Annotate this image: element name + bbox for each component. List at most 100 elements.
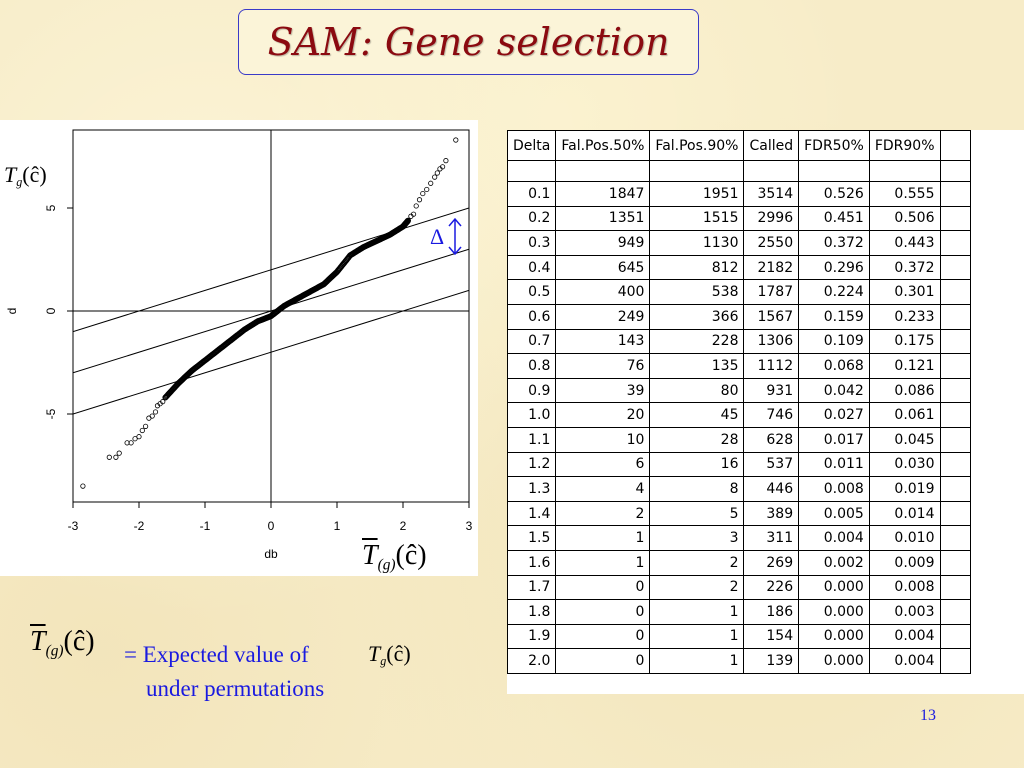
table-cell: 10 <box>555 426 651 453</box>
table-cell: 0.004 <box>868 623 941 650</box>
formula-tg-label: Tg(ĉ) <box>4 162 47 189</box>
table-row: 0.4 645 812 2182 0.296 0.372 <box>507 254 971 281</box>
table-cell: 154 <box>743 623 800 650</box>
table-cell-overflow <box>939 623 971 650</box>
threshold-line-lower <box>73 289 469 415</box>
table-cell: 228 <box>649 328 745 355</box>
x-tick-label: -2 <box>134 519 145 533</box>
table-header-3: Called <box>743 130 800 161</box>
table-cell: 1 <box>649 648 745 674</box>
table-header-2: Fal.Pos.90% <box>649 130 745 161</box>
table-cell: 645 <box>555 254 651 281</box>
table-cell: 0.301 <box>868 279 941 305</box>
table-cell-overflow <box>939 648 971 674</box>
table-cell: 5 <box>649 500 745 527</box>
table-cell: 537 <box>743 451 800 478</box>
table-cell: 139 <box>743 648 800 674</box>
formula-tbar: T <box>362 540 378 571</box>
table-spacer-cell <box>743 160 800 182</box>
table-cell: 1.6 <box>507 549 557 576</box>
table-cell: 0 <box>555 599 651 625</box>
table-row: 0.2 1351 1515 2996 0.451 0.506 <box>507 205 971 232</box>
table-cell-overflow <box>939 574 971 601</box>
table-row: 0.5 400 538 1787 0.224 0.301 <box>507 279 971 305</box>
x-axis-label: db <box>264 547 278 561</box>
table-cell: 949 <box>555 230 651 256</box>
table-cell: 0.9 <box>507 377 557 404</box>
table-cell: 1 <box>649 623 745 650</box>
table-cell: 746 <box>743 402 800 428</box>
table-cell: 0.014 <box>868 500 941 527</box>
table-cell: 20 <box>555 402 651 428</box>
page-number: 13 <box>920 707 936 724</box>
table-row: 1.2 6 16 537 0.011 0.030 <box>507 451 971 478</box>
table-cell: 389 <box>743 500 800 527</box>
threshold-line-middle <box>73 248 469 374</box>
table-cell: 1 <box>555 525 651 551</box>
table-row: 1.1 10 28 628 0.017 0.045 <box>507 426 971 453</box>
table-cell: 0.017 <box>798 426 870 453</box>
table-cell: 0.506 <box>868 205 941 232</box>
table-cell: 0.555 <box>868 181 941 207</box>
table-cell: 2 <box>649 574 745 601</box>
table-cell-overflow <box>939 549 971 576</box>
table-cell: 16 <box>649 451 745 478</box>
table-cell: 186 <box>743 599 800 625</box>
table-cell-overflow <box>939 500 971 527</box>
x-tick-label: 3 <box>466 519 473 533</box>
table-cell: 0.027 <box>798 402 870 428</box>
table-cell: 812 <box>649 254 745 281</box>
table-spacer-cell <box>507 160 557 182</box>
data-point <box>128 440 134 446</box>
table-cell: 2182 <box>743 254 800 281</box>
table-cell: 0.5 <box>507 279 557 305</box>
scatter-plot: -3 -2 -1 0 1 2 3 -5 0 5 db d <box>5 129 473 561</box>
data-point <box>432 174 438 180</box>
data-point <box>80 483 86 489</box>
legend-c-hat-2: (ĉ) <box>386 641 411 666</box>
table-cell: 0.000 <box>798 648 870 674</box>
formula-c-hat-2: (ĉ) <box>395 540 427 571</box>
table-cell: 143 <box>555 328 651 355</box>
table-header-overflow <box>939 130 971 161</box>
table-cell-overflow <box>939 254 971 281</box>
table-cell: 0.010 <box>868 525 941 551</box>
table-cell-overflow <box>939 230 971 256</box>
table-cell: 2.0 <box>507 648 557 674</box>
table-cell-overflow <box>939 402 971 428</box>
table-cell: 0.068 <box>798 353 870 379</box>
table-cell: 538 <box>649 279 745 305</box>
table-row: 1.3 4 8 446 0.008 0.019 <box>507 476 971 502</box>
table-row: 1.7 0 2 226 0.000 0.008 <box>507 574 971 601</box>
table-cell: 0.8 <box>507 353 557 379</box>
formula-t: T <box>4 162 17 187</box>
table-cell: 0 <box>555 574 651 601</box>
table-cell-overflow <box>939 476 971 502</box>
table-spacer-cell <box>649 160 745 182</box>
scatter-plot-panel: -3 -2 -1 0 1 2 3 -5 0 5 db d Tg(ĉ) Δ T(g)(ĉ) <box>0 120 478 576</box>
table-cell: 39 <box>555 377 651 404</box>
table-cell: 0.443 <box>868 230 941 256</box>
y-tick-label: 0 <box>44 307 58 314</box>
table-cell: 0.6 <box>507 303 557 330</box>
data-point <box>116 450 122 456</box>
table-cell-overflow <box>939 328 971 355</box>
data-point <box>143 423 149 429</box>
table-cell: 0.159 <box>798 303 870 330</box>
table-cell: 0.7 <box>507 328 557 355</box>
table-cell-overflow <box>939 303 971 330</box>
table-header-row: Delta Fal.Pos.50% Fal.Pos.90% Called FDR50% F… <box>507 130 971 161</box>
table-cell: 0.061 <box>868 402 941 428</box>
legend-line1: = Expected value of <box>124 642 309 667</box>
table-cell: 2 <box>649 549 745 576</box>
table-cell-overflow <box>939 426 971 453</box>
x-tick-label: -3 <box>68 519 79 533</box>
table-cell: 1306 <box>743 328 800 355</box>
table-cell: 1112 <box>743 353 800 379</box>
table-cell: 446 <box>743 476 800 502</box>
data-point <box>149 413 155 419</box>
table-cell: 1351 <box>555 205 651 232</box>
data-point <box>405 217 411 223</box>
table-cell: 1.4 <box>507 500 557 527</box>
table-cell: 1787 <box>743 279 800 305</box>
